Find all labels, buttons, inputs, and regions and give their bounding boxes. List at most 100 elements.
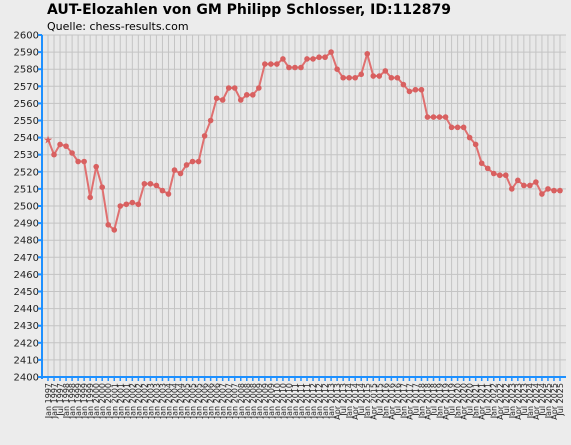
x-tick-label: Jan 2018 bbox=[417, 383, 426, 419]
data-point bbox=[400, 81, 407, 88]
x-tick-label: Jan 2012 bbox=[309, 383, 318, 419]
data-point bbox=[237, 97, 244, 103]
data-point bbox=[165, 191, 172, 197]
x-tick-label: Jan 2005 bbox=[195, 383, 204, 419]
data-point bbox=[430, 114, 437, 120]
data-point bbox=[466, 134, 473, 141]
y-tick-label: 2590 bbox=[14, 48, 39, 59]
x-tick-label: Jan 2007 bbox=[225, 383, 234, 419]
x-tick-label: Jul 2019 bbox=[448, 383, 457, 417]
x-tick-label: Jan 2002 bbox=[140, 383, 149, 419]
x-tick-label: Jan 2013 bbox=[327, 383, 336, 419]
x-tick-label: Jan 2014 bbox=[345, 383, 354, 419]
data-point bbox=[177, 170, 184, 177]
data-point bbox=[57, 141, 63, 148]
x-tick-label: Jan 1998 bbox=[62, 383, 71, 419]
x-tick-label: Jan 2021 bbox=[472, 383, 481, 419]
x-tick-label: Jul 2018 bbox=[430, 383, 439, 417]
data-point bbox=[496, 172, 503, 179]
x-tick-label: Jan 2011 bbox=[303, 383, 312, 419]
x-tick-label: Jan 2011 bbox=[291, 383, 300, 419]
y-tick-label: 2450 bbox=[14, 287, 39, 298]
data-point bbox=[207, 117, 214, 124]
y-tick-label: 2430 bbox=[14, 321, 39, 332]
x-tick-label: Jul 2023 bbox=[520, 383, 529, 417]
data-point: ★ bbox=[43, 133, 53, 146]
y-tick-label: 2460 bbox=[14, 270, 39, 281]
x-tick-label: Jan 2009 bbox=[261, 383, 270, 419]
data-point bbox=[328, 49, 334, 55]
data-point bbox=[521, 182, 527, 189]
data-point bbox=[382, 68, 389, 74]
data-point bbox=[478, 160, 485, 167]
data-point bbox=[406, 88, 413, 95]
x-tick-label: Jan 2007 bbox=[231, 383, 240, 419]
x-tick-label: Jan 2005 bbox=[183, 383, 192, 419]
y-tick-label: 2530 bbox=[14, 150, 39, 161]
x-tick-label: Jan 1999 bbox=[74, 383, 83, 419]
data-point bbox=[424, 114, 431, 120]
x-tick-label: Jan 2005 bbox=[189, 383, 198, 419]
x-tick-label: Jan 2000 bbox=[92, 383, 101, 419]
y-tick-label: 2580 bbox=[14, 65, 39, 76]
data-point bbox=[135, 201, 142, 208]
data-point bbox=[527, 182, 533, 189]
data-point bbox=[105, 222, 112, 228]
y-tick-label: 2540 bbox=[14, 133, 39, 144]
data-point bbox=[171, 167, 178, 173]
data-point bbox=[472, 141, 479, 148]
data-point bbox=[436, 114, 443, 120]
data-point bbox=[99, 184, 106, 190]
data-point bbox=[153, 182, 160, 189]
data-point bbox=[280, 56, 286, 62]
data-point bbox=[262, 61, 268, 67]
data-point bbox=[51, 151, 57, 158]
data-point bbox=[213, 95, 220, 102]
x-tick-label: Jul 2025 bbox=[556, 383, 565, 417]
data-point bbox=[298, 64, 304, 71]
data-point bbox=[551, 187, 557, 194]
x-tick-label: Jan 2023 bbox=[508, 383, 517, 419]
x-tick-label: Jan 2011 bbox=[297, 383, 306, 419]
data-point bbox=[442, 114, 449, 120]
x-tick-label: Jul 2013 bbox=[339, 383, 348, 417]
data-point bbox=[183, 162, 190, 168]
x-tick-label: Apr 2022 bbox=[496, 383, 505, 420]
data-point bbox=[509, 186, 515, 192]
data-point bbox=[268, 61, 274, 67]
x-tick-label: Jan 2006 bbox=[207, 383, 216, 419]
x-tick-label: Jan 2001 bbox=[110, 383, 119, 419]
data-point bbox=[87, 194, 93, 201]
data-point bbox=[292, 64, 298, 71]
x-tick-label: Jan 2012 bbox=[315, 383, 324, 419]
data-point bbox=[111, 227, 118, 233]
y-tick-label: 2410 bbox=[14, 355, 39, 366]
chart-title: AUT-Elozahlen von GM Philipp Schlosser, … bbox=[47, 2, 452, 18]
x-tick-label: Jan 2001 bbox=[122, 383, 131, 419]
y-tick-label: 2560 bbox=[14, 99, 39, 110]
x-tick-label: Jan 2010 bbox=[273, 383, 282, 419]
data-point bbox=[454, 124, 461, 131]
data-point bbox=[502, 172, 509, 179]
x-tick-label: Apr 2021 bbox=[478, 383, 487, 420]
data-point bbox=[141, 180, 148, 187]
data-point bbox=[69, 150, 75, 156]
data-point bbox=[557, 187, 563, 194]
x-tick-label: Apr 2019 bbox=[442, 383, 451, 420]
x-tick-label: Jan 2002 bbox=[128, 383, 137, 419]
data-point bbox=[533, 179, 539, 185]
data-point bbox=[310, 56, 316, 62]
data-point bbox=[412, 86, 419, 93]
x-tick-label: Jan 2017 bbox=[399, 383, 408, 419]
x-tick-label: Jan 2007 bbox=[219, 383, 228, 419]
x-tick-label: Jan 2001 bbox=[116, 383, 125, 419]
x-tick-label: Jul 2024 bbox=[538, 383, 547, 417]
data-point bbox=[250, 92, 256, 98]
data-point bbox=[364, 51, 371, 57]
chart-subtitle: Quelle: chess-results.com bbox=[47, 20, 189, 33]
y-tick-label: 2420 bbox=[14, 338, 39, 349]
data-point bbox=[334, 66, 340, 72]
x-tick-label: Jan 1999 bbox=[80, 383, 89, 419]
x-tick-label: Jul 2015 bbox=[375, 383, 384, 417]
x-tick-label: Jan 2008 bbox=[249, 383, 258, 419]
